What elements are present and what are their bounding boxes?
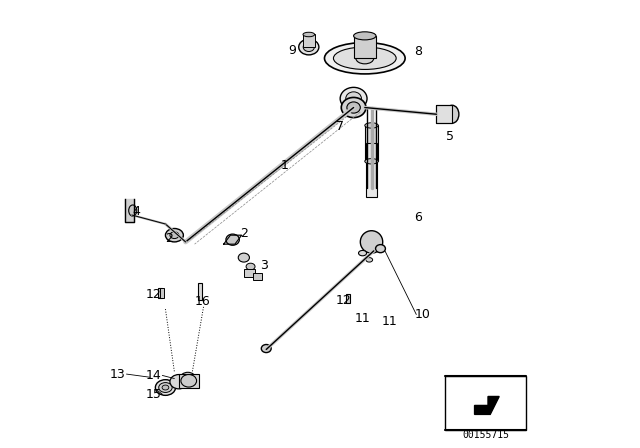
Circle shape xyxy=(360,231,383,253)
Ellipse shape xyxy=(303,43,314,52)
Text: 11: 11 xyxy=(381,314,397,328)
Bar xyxy=(158,288,163,298)
Text: 7: 7 xyxy=(336,120,344,133)
Text: 13: 13 xyxy=(109,367,125,381)
Ellipse shape xyxy=(180,372,196,385)
Bar xyxy=(366,143,377,197)
Polygon shape xyxy=(475,396,499,414)
Ellipse shape xyxy=(156,380,175,396)
Text: 6: 6 xyxy=(415,211,422,224)
Bar xyxy=(445,376,526,430)
Text: 5: 5 xyxy=(446,130,454,143)
Bar xyxy=(303,34,315,47)
Ellipse shape xyxy=(365,123,378,128)
Ellipse shape xyxy=(365,159,378,164)
Text: 2: 2 xyxy=(164,232,173,245)
Text: 11: 11 xyxy=(355,311,371,325)
Bar xyxy=(253,273,262,280)
Ellipse shape xyxy=(356,52,374,64)
Ellipse shape xyxy=(340,87,367,110)
Ellipse shape xyxy=(347,102,360,113)
Ellipse shape xyxy=(376,245,385,253)
Ellipse shape xyxy=(238,253,250,262)
Polygon shape xyxy=(224,235,242,244)
Text: 8: 8 xyxy=(415,45,422,58)
Text: 12: 12 xyxy=(336,293,351,307)
Text: 00155715: 00155715 xyxy=(462,430,509,439)
Ellipse shape xyxy=(333,47,396,69)
Text: 9: 9 xyxy=(288,43,296,57)
Bar xyxy=(179,374,199,388)
Text: 2: 2 xyxy=(240,227,248,241)
Bar xyxy=(346,294,351,303)
Ellipse shape xyxy=(261,345,271,353)
Ellipse shape xyxy=(170,375,188,389)
Ellipse shape xyxy=(358,250,367,256)
Ellipse shape xyxy=(445,105,459,123)
Ellipse shape xyxy=(165,228,184,242)
Ellipse shape xyxy=(341,98,366,117)
Ellipse shape xyxy=(303,32,315,37)
Ellipse shape xyxy=(324,43,405,74)
Bar xyxy=(365,125,378,161)
Text: 10: 10 xyxy=(414,308,430,321)
Ellipse shape xyxy=(354,32,376,40)
Bar xyxy=(353,36,376,58)
Text: 16: 16 xyxy=(195,295,210,309)
Text: 12: 12 xyxy=(145,288,161,302)
Ellipse shape xyxy=(226,234,239,246)
Bar xyxy=(436,105,452,123)
Text: 15: 15 xyxy=(145,388,161,401)
Ellipse shape xyxy=(162,385,169,390)
Ellipse shape xyxy=(181,375,196,387)
Ellipse shape xyxy=(366,258,372,262)
Ellipse shape xyxy=(129,205,137,216)
Ellipse shape xyxy=(170,232,179,239)
Bar xyxy=(244,269,255,277)
Ellipse shape xyxy=(299,39,319,55)
Bar xyxy=(198,283,202,300)
Text: 1: 1 xyxy=(280,159,288,172)
Text: 4: 4 xyxy=(132,205,140,218)
Polygon shape xyxy=(125,199,134,222)
Ellipse shape xyxy=(246,263,255,270)
Ellipse shape xyxy=(346,92,362,105)
Bar xyxy=(159,288,164,298)
Ellipse shape xyxy=(159,383,172,392)
Text: 14: 14 xyxy=(145,369,161,382)
Text: 3: 3 xyxy=(260,258,268,272)
